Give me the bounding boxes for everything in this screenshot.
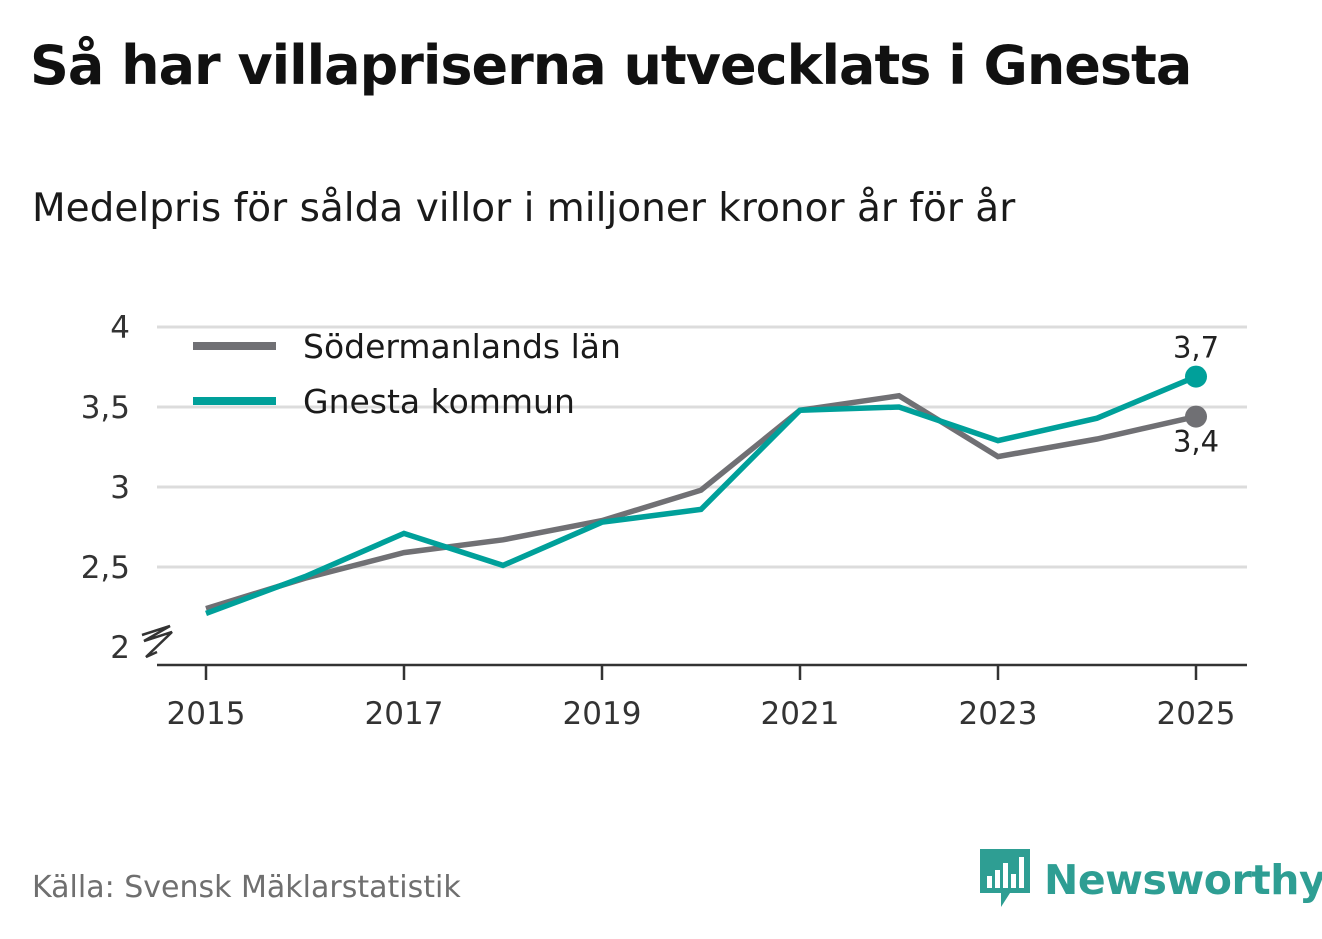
legend-label: Gnesta kommun [303,382,575,421]
axis-break-marker [141,624,173,659]
brand-name: Newsworthy [1044,856,1322,904]
x-tick-label: 2017 [365,696,444,732]
legend-label: Södermanlands län [303,327,621,366]
series-end-point [1185,405,1207,428]
y-tick-label: 3 [110,470,130,506]
source-note: Källa: Svensk Mäklarstatistik [32,870,461,905]
chart-title: Så har villapriserna utvecklats i Gnesta [30,34,1192,97]
bar-chart-speech-bubble-icon [980,849,1030,907]
y-tick-label: 2,5 [81,550,130,586]
y-tick-label: 4 [110,310,130,346]
x-tick-label: 2015 [167,696,246,732]
x-tick-label: 2019 [563,696,642,732]
y-tick-label: 2 [110,630,130,666]
x-tick-label: 2023 [959,696,1038,732]
data-label: 3,4 [1173,425,1219,459]
data-label: 3,7 [1173,331,1219,365]
x-tick-label: 2021 [761,696,840,732]
x-tick-label: 2025 [1157,696,1236,732]
series-line [205,392,1197,612]
y-tick-label: 3,5 [81,390,130,426]
series-line [205,374,1198,616]
brand-logo: Newsworthy [980,848,1322,912]
chart-subtitle: Medelpris för sålda villor i miljoner kr… [32,186,1016,231]
series-end-point [1185,365,1207,388]
